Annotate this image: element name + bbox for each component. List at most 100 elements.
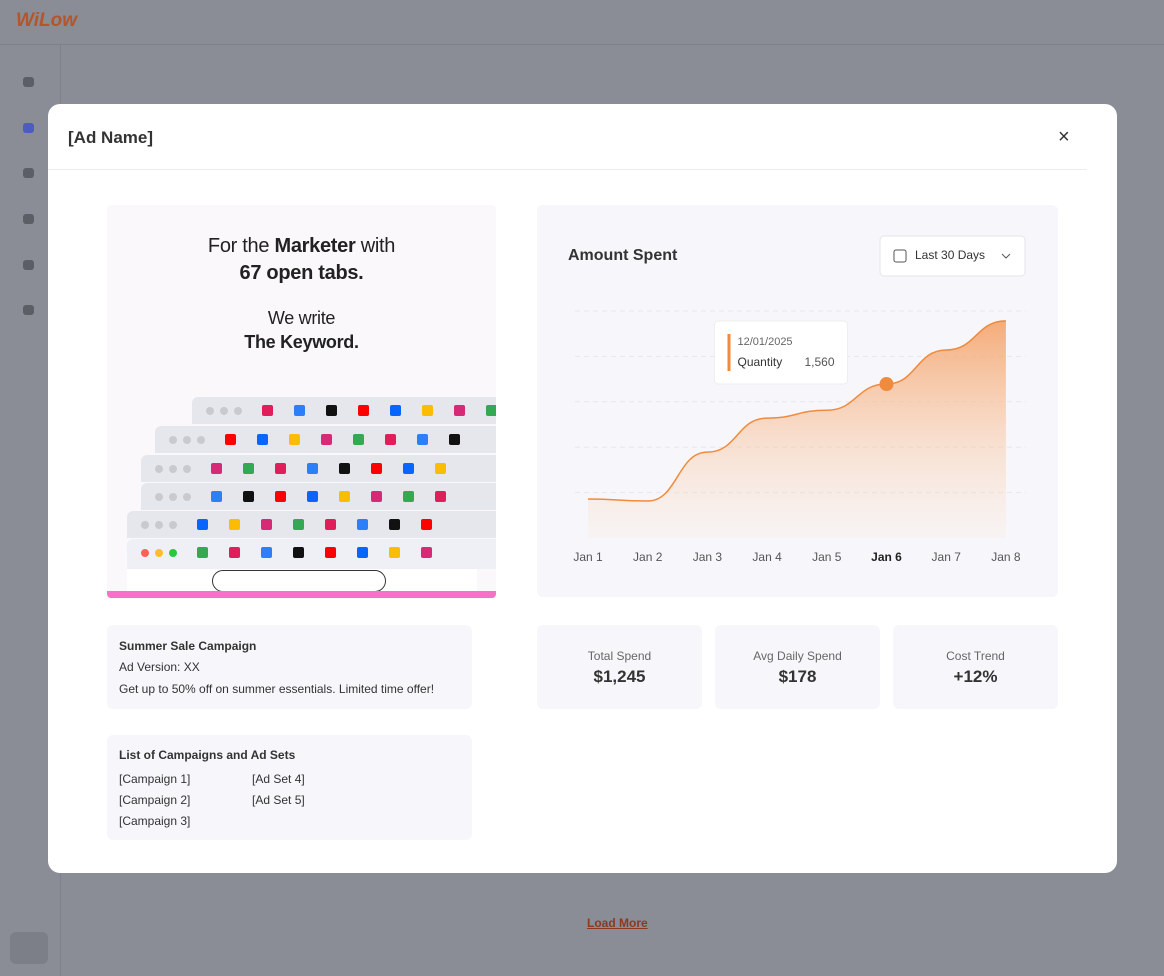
ad-set-item: [Ad Set 4]: [252, 772, 305, 786]
window-dot: [169, 521, 177, 529]
tab-icon: [403, 491, 414, 502]
x-tick-label: Jan 8: [991, 550, 1021, 564]
tab-icon: [435, 491, 446, 502]
tab-icon: [307, 491, 318, 502]
tab-icon: [353, 434, 364, 445]
creative-text: with: [360, 235, 396, 257]
browser-tab-row: [127, 511, 496, 538]
tooltip-value: 1,560: [804, 355, 834, 369]
chart: Amount Spent Last 30 Days Jan 1 Jan 2 Jan …: [568, 235, 1026, 564]
window-dot: [155, 549, 163, 557]
ad-version: Ad Version: XX: [119, 660, 200, 674]
list-title: List of Campaigns and Ad Sets: [119, 748, 296, 762]
stat-value: $178: [778, 667, 817, 686]
stat-value: $1,245: [593, 667, 646, 686]
campaign-name: Summer Sale Campaign: [119, 639, 257, 653]
close-button[interactable]: ×: [1058, 126, 1070, 148]
x-tick-label: Jan 3: [693, 550, 723, 564]
area: [588, 320, 1006, 538]
window-dot: [169, 549, 177, 557]
window-dot: [155, 465, 163, 473]
tab-icon: [307, 463, 318, 474]
tab-icon: [326, 405, 337, 416]
tab-icon: [325, 519, 336, 530]
tab-icon: [229, 519, 240, 530]
tab-icon: [390, 405, 401, 416]
tab-icon: [243, 463, 254, 474]
stat-label: Total Spend: [587, 649, 652, 663]
accent-bar: [107, 591, 496, 598]
logo[interactable]: WiLow: [16, 10, 78, 31]
tab-icon: [422, 405, 433, 416]
nav-icon[interactable]: [23, 260, 34, 270]
range-selector[interactable]: [879, 235, 1026, 277]
tab-icon: [257, 434, 268, 445]
nav-icon[interactable]: [23, 77, 34, 87]
campaign-item: [Campaign 1]: [119, 772, 191, 786]
top-bar: [0, 0, 1164, 45]
window-dot: [169, 436, 177, 444]
stat-card: Total Spend $1,245: [537, 625, 702, 709]
tab-icon: [261, 519, 272, 530]
window-dot: [197, 436, 205, 444]
creative-line: 67 open tabs.: [239, 262, 364, 284]
stat-label: Avg Daily Spend: [753, 649, 842, 663]
address-bar: [212, 570, 386, 592]
browser-tab-row: [192, 397, 496, 424]
creative-text: For the: [207, 235, 270, 257]
window-dot: [155, 493, 163, 501]
window-dot: [206, 407, 214, 415]
tab-icon: [435, 463, 446, 474]
tooltip: [714, 320, 848, 385]
tab-icon: [275, 491, 286, 502]
browser-toolbar: [127, 569, 477, 592]
tooltip-accent: [727, 334, 731, 372]
x-tick-label: Jan 1: [573, 550, 603, 564]
x-tick-label: Jan 2: [633, 550, 663, 564]
range-label[interactable]: Last 30 Days: [915, 248, 985, 262]
tab-icon: [357, 547, 368, 558]
active-point: [879, 377, 894, 392]
tab-icon: [417, 434, 428, 445]
window-dot: [169, 493, 177, 501]
window-dot: [183, 465, 191, 473]
chevron: [1001, 253, 1011, 259]
window-dot: [169, 465, 177, 473]
tab-icon: [275, 463, 286, 474]
creative-text: Marketer: [274, 235, 356, 257]
nav-icon[interactable]: [23, 168, 34, 178]
tab-icon: [403, 463, 414, 474]
nav-icon[interactable]: [23, 123, 34, 133]
stat-card: Cost Trend +12%: [893, 625, 1058, 709]
tab-icon: [211, 463, 222, 474]
creative-line: The Keyword.: [244, 332, 359, 352]
ad-creative: For the Marketer with 67 open tabs. We w…: [107, 205, 496, 598]
nav-icon[interactable]: [23, 305, 34, 315]
tab-icon: [229, 547, 240, 558]
window-dot: [141, 549, 149, 557]
tab-icon: [385, 434, 396, 445]
load-more[interactable]: Load More: [587, 916, 648, 930]
x-tick-label: Jan 6: [871, 550, 902, 564]
tab-icon: [325, 547, 336, 558]
browser-tab-row: [127, 539, 496, 569]
tab-icon: [486, 405, 496, 416]
profile-button[interactable]: [10, 932, 48, 964]
tab-icon: [197, 547, 208, 558]
tab-icon: [261, 547, 272, 558]
chart-card: Amount Spent Last 30 Days Jan 1 Jan 2 Jan …: [537, 205, 1058, 597]
x-tick-label: Jan 4: [752, 550, 782, 564]
nav-icon[interactable]: [23, 214, 34, 224]
creative-line: We write: [267, 308, 336, 328]
window-dot: [183, 493, 191, 501]
window-dot: [234, 407, 242, 415]
tab-icon: [211, 491, 222, 502]
modal: [Ad Name] × For the Marketer with 67 ope…: [48, 104, 1117, 873]
window-dot: [155, 521, 163, 529]
campaign-item: [Campaign 2]: [119, 793, 191, 807]
tab-icon: [357, 519, 368, 530]
stat-label: Cost Trend: [946, 649, 1005, 663]
tab-icon: [371, 491, 382, 502]
campaign-list-card: List of Campaigns and Ad Sets [Campaign …: [107, 735, 472, 840]
